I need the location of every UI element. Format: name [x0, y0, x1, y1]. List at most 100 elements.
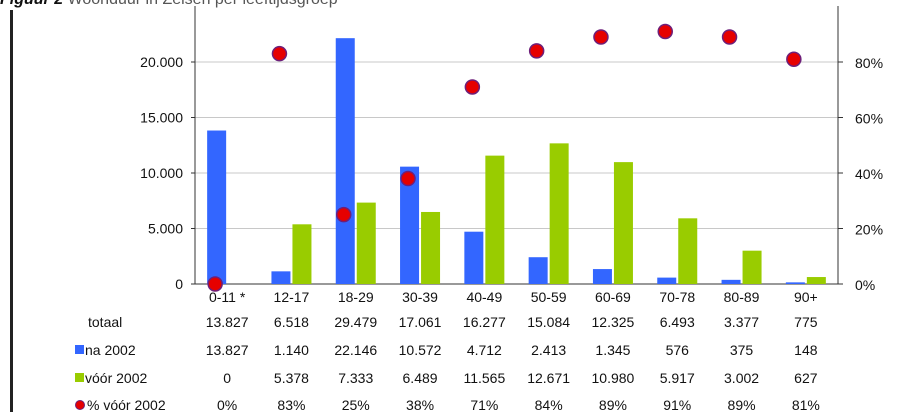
- table-cell: 775: [794, 314, 818, 330]
- table-cell: 71%: [470, 397, 499, 413]
- row-label-text: vóór 2002: [85, 370, 148, 386]
- table-cell: 15.084: [527, 314, 571, 330]
- bar-voor-2002: [806, 277, 826, 284]
- bar-na-2002: [721, 279, 741, 284]
- point-pct-voor-2002: [786, 51, 802, 67]
- x-tick-label: 0-11 *: [209, 289, 246, 305]
- bar-voor-2002: [421, 211, 441, 284]
- table-cell: 12.671: [527, 370, 571, 386]
- table-cell: 83%: [277, 397, 306, 413]
- table-cell: 17.061: [398, 314, 442, 330]
- bar-na-2002: [528, 257, 548, 284]
- table-cell: 89%: [727, 397, 756, 413]
- chart-title: Figuur 2 Woonduur in Zeisen per leeftijd…: [0, 0, 338, 9]
- bar-voor-2002: [485, 155, 505, 284]
- bar-na-2002: [271, 271, 291, 284]
- x-tick-label: 30-39: [402, 289, 438, 305]
- x-tick-label: 50-59: [531, 289, 567, 305]
- table-cell: 627: [794, 370, 818, 386]
- table-cell: 3.377: [724, 314, 760, 330]
- table-cell: 375: [729, 342, 754, 358]
- bar-na-2002: [207, 130, 227, 284]
- table-cell: 81%: [791, 397, 820, 413]
- table-cell: 10.572: [398, 342, 442, 358]
- point-pct-voor-2002: [271, 45, 288, 62]
- y-tick-label-left: 15.000: [140, 110, 183, 126]
- y-tick-label-right: 20%: [855, 222, 883, 238]
- y-tick-label-right: 80%: [855, 55, 883, 71]
- table-cell: 6.518: [273, 314, 309, 330]
- table-cell: 2.413: [531, 342, 567, 358]
- table-cell: 6.493: [659, 314, 695, 330]
- figure-caption: Woonduur in Zeisen per leeftijdsgroep: [68, 0, 338, 8]
- bar-na-2002: [592, 269, 612, 284]
- legend-marker: [75, 400, 85, 410]
- table-cell: 7.333: [338, 370, 374, 386]
- table-cell: 38%: [406, 397, 435, 413]
- row-label-text: % vóór 2002: [87, 397, 166, 413]
- table-cell: 84%: [534, 397, 563, 413]
- x-tick-label: 12-17: [274, 289, 310, 305]
- y-tick-label-left: 20.000: [140, 54, 183, 70]
- y-tick-label-right: 60%: [855, 111, 883, 127]
- table-cell: 22.146: [334, 342, 378, 358]
- y-tick-label-left: 10.000: [140, 165, 183, 181]
- x-tick-label: 70-78: [659, 289, 695, 305]
- table-row-label: na 2002: [75, 342, 136, 358]
- table-cell: 576: [665, 342, 689, 358]
- point-pct-voor-2002: [528, 43, 545, 59]
- legend-swatch: [75, 345, 84, 354]
- table-cell: 1.345: [595, 342, 631, 358]
- bar-na-2002: [335, 38, 355, 285]
- table-cell: 4.712: [466, 342, 502, 358]
- table-cell: 13.827: [205, 314, 249, 330]
- point-pct-voor-2002: [593, 29, 609, 45]
- table-cell: 5.378: [273, 370, 309, 386]
- bar-voor-2002: [549, 143, 569, 284]
- table-cell: 25%: [341, 397, 370, 413]
- table-cell: 11.565: [463, 370, 506, 386]
- table-row-label: vóór 2002: [75, 370, 147, 386]
- table-row-label: % vóór 2002: [75, 397, 166, 413]
- table-cell: 10.980: [591, 370, 635, 386]
- table-cell: 1.140: [273, 342, 309, 358]
- x-tick-label: 60-69: [595, 289, 631, 305]
- point-pct-voor-2002: [721, 29, 738, 45]
- table-cell: 13.827: [205, 342, 249, 358]
- bar-na-2002: [400, 166, 420, 284]
- table-cell: 3.002: [724, 370, 760, 386]
- y-tick-label-right: 0%: [855, 277, 875, 293]
- bar-voor-2002: [742, 250, 762, 284]
- bar-voor-2002: [678, 218, 698, 284]
- point-pct-voor-2002: [657, 23, 673, 40]
- x-tick-label: 90+: [794, 289, 818, 305]
- legend-swatch: [75, 373, 84, 382]
- table-cell: 0%: [217, 397, 238, 413]
- table-cell: 29.479: [334, 314, 378, 330]
- bar-voor-2002: [292, 224, 312, 284]
- table-cell: 89%: [598, 397, 627, 413]
- table-row-label: totaal: [88, 314, 122, 330]
- table-cell: 91%: [663, 397, 692, 413]
- y-tick-label-left: 0: [175, 276, 183, 292]
- y-tick-label-left: 5.000: [148, 221, 183, 237]
- table-cell: 148: [794, 342, 818, 358]
- x-tick-label: 18-29: [338, 289, 374, 305]
- bar-voor-2002: [613, 162, 633, 284]
- figure-number: Figuur 2: [0, 0, 63, 8]
- bar-voor-2002: [356, 202, 376, 284]
- table-cell: 16.277: [462, 314, 506, 330]
- table-cell: 6.489: [402, 370, 438, 386]
- table-cell: 12.325: [591, 314, 635, 330]
- page-border-line: [10, 10, 13, 412]
- bar-na-2002: [785, 282, 805, 284]
- bar-na-2002: [657, 277, 677, 284]
- row-label-text: na 2002: [85, 342, 136, 358]
- point-pct-voor-2002: [464, 79, 481, 95]
- point-pct-voor-2002: [336, 206, 352, 223]
- table-cell: 0: [223, 370, 232, 386]
- bar-na-2002: [464, 231, 484, 284]
- y-tick-label-right: 40%: [855, 166, 883, 182]
- row-label-text: totaal: [88, 314, 123, 330]
